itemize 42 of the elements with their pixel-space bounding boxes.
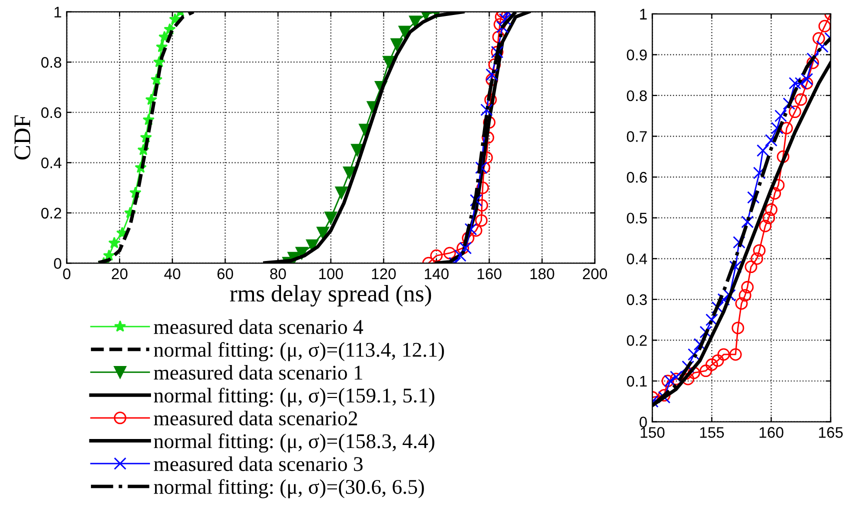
x-tick-label: 140 [424, 268, 449, 280]
legend-label: measured data scenario 4 [154, 319, 364, 334]
x-axis-title: rms delay spread (ns) [230, 285, 432, 307]
y-tick-label: 0.6 [626, 172, 647, 183]
legend-label: measured data scenario 1 [154, 365, 362, 380]
y-tick-label: 0.3 [626, 294, 647, 306]
y-tick-label: 0.4 [41, 158, 62, 168]
legend-label: normal fitting: (μ, σ)=(30.6, 6.5) [154, 479, 424, 498]
y-tick-label: 0.2 [41, 208, 62, 219]
y-axis-title: CDF [14, 115, 30, 160]
x-tick-label: 0 [63, 268, 70, 280]
x-tick-label: 40 [164, 268, 180, 280]
y-tick-label: 0.5 [626, 212, 647, 224]
y-tick-label: 0.8 [626, 90, 647, 102]
legend-label: normal fitting: (μ, σ)=(159.1, 5.1) [154, 388, 434, 407]
y-tick-label: 1 [54, 6, 62, 18]
y-tick-label: 0.6 [41, 107, 62, 118]
legend-label: measured data scenario 3 [154, 456, 363, 472]
legend-label: normal fitting: (μ, σ)=(158.3, 4.4) [154, 433, 434, 453]
x-tick-label: 20 [112, 268, 128, 280]
y-tick-label: 0 [54, 258, 62, 269]
x-tick-label: 165 [819, 427, 843, 438]
x-tick-label: 160 [478, 268, 502, 280]
y-tick-label: 1 [640, 8, 647, 20]
legend-label: normal fitting: (μ, σ)=(113.4, 12.1) [154, 342, 444, 362]
y-tick-label: 0.1 [626, 376, 647, 387]
x-tick-label: 80 [270, 268, 286, 280]
y-tick-label: 0.2 [626, 335, 647, 346]
x-tick-label: 160 [760, 427, 784, 438]
y-tick-label: 0.4 [626, 254, 648, 264]
legend-label: measured data scenario2 [154, 410, 358, 426]
y-tick-label: 0 [640, 416, 647, 428]
y-tick-label: 0.9 [626, 50, 647, 60]
x-tick-label: 180 [530, 268, 554, 280]
y-tick-label: 0.7 [626, 131, 647, 142]
x-tick-label: 150 [640, 427, 664, 438]
x-tick-label: 100 [319, 268, 343, 280]
x-tick-label: 60 [217, 268, 234, 280]
x-tick-label: 155 [700, 427, 724, 438]
x-tick-label: 120 [372, 268, 396, 280]
y-tick-label: 0.8 [41, 56, 62, 68]
x-tick-label: 200 [582, 268, 608, 280]
